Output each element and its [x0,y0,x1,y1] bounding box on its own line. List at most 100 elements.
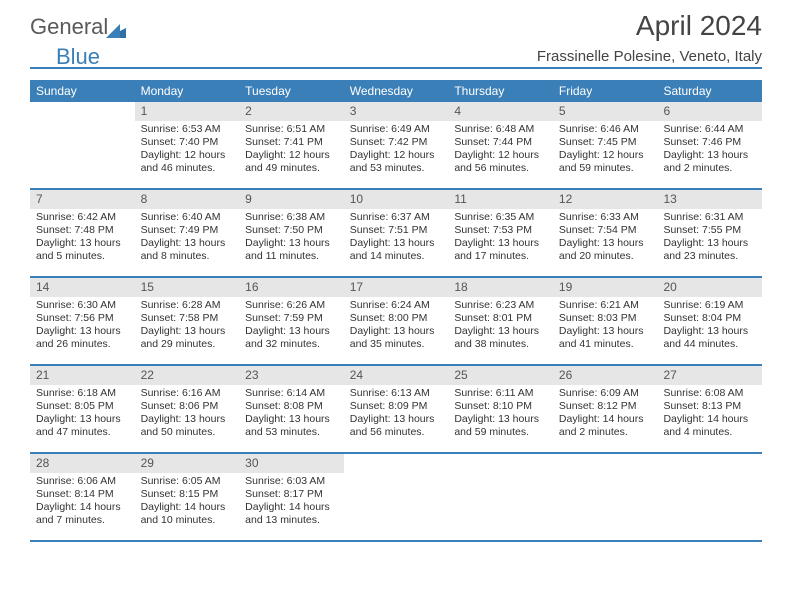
day-header: Saturday [657,80,762,102]
daylight-text: Daylight: 13 hours and 5 minutes. [36,237,129,263]
daylight-text: Daylight: 13 hours and 2 minutes. [663,149,756,175]
day-number: 5 [553,102,658,121]
daylight-text: Daylight: 13 hours and 35 minutes. [350,325,443,351]
day-number [448,454,553,473]
sunset-text: Sunset: 7:58 PM [141,312,234,325]
sunrise-text: Sunrise: 6:18 AM [36,387,129,400]
week-row: 14Sunrise: 6:30 AMSunset: 7:56 PMDayligh… [30,278,762,366]
daylight-text: Daylight: 12 hours and 56 minutes. [454,149,547,175]
sunset-text: Sunset: 7:55 PM [663,224,756,237]
day-number: 4 [448,102,553,121]
sunset-text: Sunset: 7:53 PM [454,224,547,237]
daylight-text: Daylight: 13 hours and 44 minutes. [663,325,756,351]
sunset-text: Sunset: 7:46 PM [663,136,756,149]
day-cell [448,454,553,540]
day-info: Sunrise: 6:33 AMSunset: 7:54 PMDaylight:… [553,211,658,268]
day-cell: 29Sunrise: 6:05 AMSunset: 8:15 PMDayligh… [135,454,240,540]
sunrise-text: Sunrise: 6:33 AM [559,211,652,224]
day-cell [657,454,762,540]
sunset-text: Sunset: 8:10 PM [454,400,547,413]
sunrise-text: Sunrise: 6:08 AM [663,387,756,400]
sunrise-text: Sunrise: 6:11 AM [454,387,547,400]
day-info: Sunrise: 6:14 AMSunset: 8:08 PMDaylight:… [239,387,344,444]
day-cell: 25Sunrise: 6:11 AMSunset: 8:10 PMDayligh… [448,366,553,452]
sunset-text: Sunset: 7:44 PM [454,136,547,149]
day-number: 10 [344,190,449,209]
day-cell: 17Sunrise: 6:24 AMSunset: 8:00 PMDayligh… [344,278,449,364]
sunrise-text: Sunrise: 6:24 AM [350,299,443,312]
day-info: Sunrise: 6:38 AMSunset: 7:50 PMDaylight:… [239,211,344,268]
daylight-text: Daylight: 13 hours and 59 minutes. [454,413,547,439]
day-info: Sunrise: 6:53 AMSunset: 7:40 PMDaylight:… [135,123,240,180]
day-info: Sunrise: 6:40 AMSunset: 7:49 PMDaylight:… [135,211,240,268]
sunset-text: Sunset: 8:05 PM [36,400,129,413]
sunset-text: Sunset: 8:12 PM [559,400,652,413]
day-number: 22 [135,366,240,385]
day-info: Sunrise: 6:05 AMSunset: 8:15 PMDaylight:… [135,475,240,532]
day-info: Sunrise: 6:23 AMSunset: 8:01 PMDaylight:… [448,299,553,356]
sunset-text: Sunset: 8:15 PM [141,488,234,501]
day-number: 13 [657,190,762,209]
day-cell: 6Sunrise: 6:44 AMSunset: 7:46 PMDaylight… [657,102,762,188]
day-info: Sunrise: 6:26 AMSunset: 7:59 PMDaylight:… [239,299,344,356]
day-cell: 19Sunrise: 6:21 AMSunset: 8:03 PMDayligh… [553,278,658,364]
day-info: Sunrise: 6:19 AMSunset: 8:04 PMDaylight:… [657,299,762,356]
day-number: 14 [30,278,135,297]
daylight-text: Daylight: 13 hours and 50 minutes. [141,413,234,439]
daylight-text: Daylight: 14 hours and 4 minutes. [663,413,756,439]
sunrise-text: Sunrise: 6:49 AM [350,123,443,136]
day-info: Sunrise: 6:13 AMSunset: 8:09 PMDaylight:… [344,387,449,444]
day-info: Sunrise: 6:08 AMSunset: 8:13 PMDaylight:… [657,387,762,444]
day-cell: 2Sunrise: 6:51 AMSunset: 7:41 PMDaylight… [239,102,344,188]
sunset-text: Sunset: 7:41 PM [245,136,338,149]
daylight-text: Daylight: 13 hours and 29 minutes. [141,325,234,351]
day-header: Monday [135,80,240,102]
day-number [30,102,135,121]
sunrise-text: Sunrise: 6:38 AM [245,211,338,224]
day-cell: 7Sunrise: 6:42 AMSunset: 7:48 PMDaylight… [30,190,135,276]
day-info: Sunrise: 6:37 AMSunset: 7:51 PMDaylight:… [344,211,449,268]
day-number: 19 [553,278,658,297]
sunset-text: Sunset: 7:40 PM [141,136,234,149]
sunset-text: Sunset: 7:45 PM [559,136,652,149]
daylight-text: Daylight: 13 hours and 47 minutes. [36,413,129,439]
week-row: 7Sunrise: 6:42 AMSunset: 7:48 PMDaylight… [30,190,762,278]
sunrise-text: Sunrise: 6:31 AM [663,211,756,224]
daylight-text: Daylight: 14 hours and 13 minutes. [245,501,338,527]
day-header: Friday [553,80,658,102]
sunrise-text: Sunrise: 6:48 AM [454,123,547,136]
day-cell: 12 Sunrise: 6:33 AMSunset: 7:54 PMDayligh… [553,190,658,276]
day-cell: 13Sunrise: 6:31 AMSunset: 7:55 PMDayligh… [657,190,762,276]
daylight-text: Daylight: 14 hours and 7 minutes. [36,501,129,527]
daylight-text: Daylight: 12 hours and 59 minutes. [559,149,652,175]
daylight-text: Daylight: 13 hours and 53 minutes. [245,413,338,439]
day-number: 20 [657,278,762,297]
day-number: 12 [553,190,658,209]
day-number: 3 [344,102,449,121]
sunset-text: Sunset: 8:04 PM [663,312,756,325]
sunset-text: Sunset: 8:03 PM [559,312,652,325]
sunset-text: Sunset: 7:51 PM [350,224,443,237]
sunrise-text: Sunrise: 6:51 AM [245,123,338,136]
sunrise-text: Sunrise: 6:19 AM [663,299,756,312]
daylight-text: Daylight: 13 hours and 20 minutes. [559,237,652,263]
day-number: 30 [239,454,344,473]
day-cell: 14Sunrise: 6:30 AMSunset: 7:56 PMDayligh… [30,278,135,364]
day-cell: 28Sunrise: 6:06 AMSunset: 8:14 PMDayligh… [30,454,135,540]
calendar: Sunday Monday Tuesday Wednesday Thursday… [30,80,762,542]
sunrise-text: Sunrise: 6:46 AM [559,123,652,136]
sunrise-text: Sunrise: 6:06 AM [36,475,129,488]
day-cell: 3Sunrise: 6:49 AMSunset: 7:42 PMDaylight… [344,102,449,188]
day-cell: 27Sunrise: 6:08 AMSunset: 8:13 PMDayligh… [657,366,762,452]
day-info: Sunrise: 6:18 AMSunset: 8:05 PMDaylight:… [30,387,135,444]
day-number: 18 [448,278,553,297]
day-cell: 26Sunrise: 6:09 AMSunset: 8:12 PMDayligh… [553,366,658,452]
sunset-text: Sunset: 8:01 PM [454,312,547,325]
day-header: Wednesday [344,80,449,102]
day-number: 2 [239,102,344,121]
week-row: 1Sunrise: 6:53 AMSunset: 7:40 PMDaylight… [30,102,762,190]
day-info: Sunrise: 6:24 AMSunset: 8:00 PMDaylight:… [344,299,449,356]
day-cell [553,454,658,540]
daylight-text: Daylight: 13 hours and 8 minutes. [141,237,234,263]
day-cell: 30Sunrise: 6:03 AMSunset: 8:17 PMDayligh… [239,454,344,540]
